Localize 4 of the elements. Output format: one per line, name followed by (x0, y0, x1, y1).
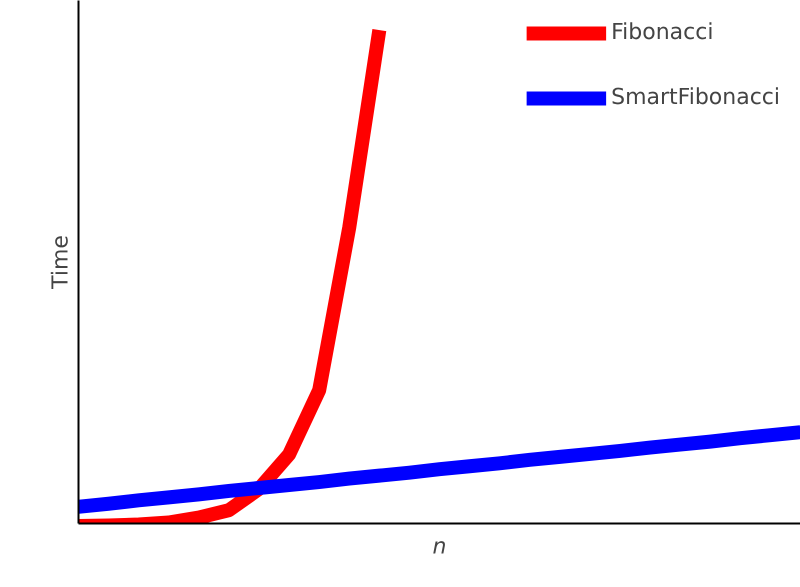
legend-label: Fibonacci (611, 20, 714, 45)
x-axis-title: n (432, 534, 446, 560)
y-axis-title: Time (48, 235, 74, 290)
legend-label: SmartFibonacci (611, 85, 780, 110)
